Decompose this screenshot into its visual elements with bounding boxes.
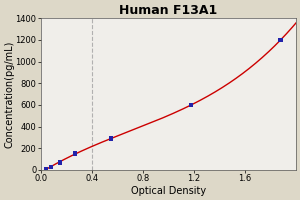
Point [278,38,283,42]
Point [49,165,53,168]
Point [73,152,78,155]
Point [58,161,62,164]
Point [109,137,113,140]
Point [189,103,194,107]
Y-axis label: Concentration(pg/mL): Concentration(pg/mL) [4,40,14,148]
X-axis label: Optical Density: Optical Density [131,186,206,196]
Point [44,167,48,171]
Title: Human F13A1: Human F13A1 [119,4,218,17]
